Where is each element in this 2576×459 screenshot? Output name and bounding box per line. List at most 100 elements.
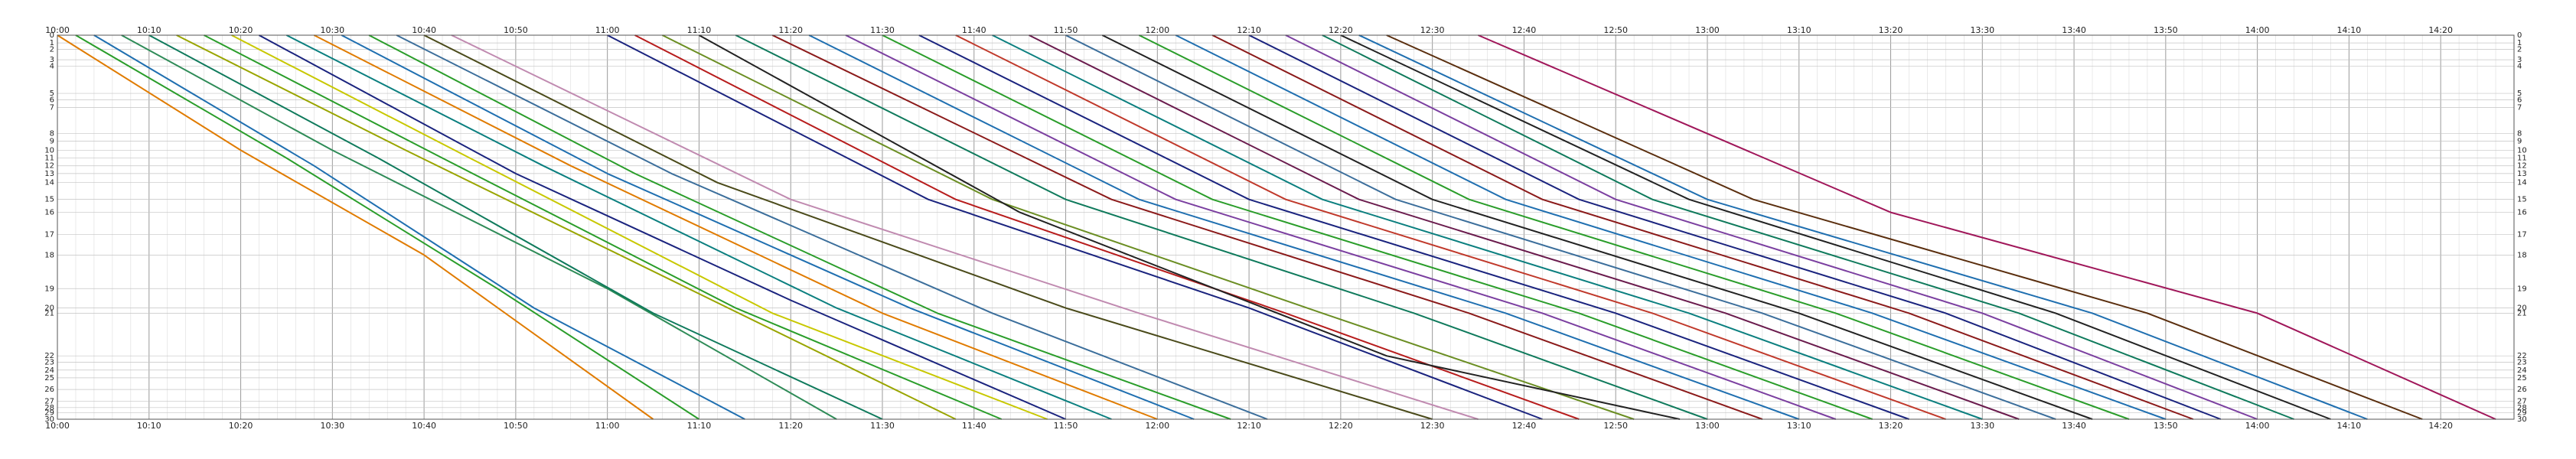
train-line [1248, 34, 2222, 420]
station-number-right: 17 [2517, 230, 2527, 239]
station-number-left: 2 [50, 46, 54, 54]
train-line [396, 34, 1268, 420]
station-number-right: 7 [2517, 104, 2522, 112]
train-line [57, 34, 654, 420]
station-number-left: 28 [44, 404, 54, 412]
station-number-right: 9 [2517, 138, 2522, 146]
station-number-left: 30 [44, 415, 54, 424]
time-tick-label-bottom: 13:50 [2154, 421, 2178, 431]
time-tick-label-bottom: 12:50 [1603, 421, 1628, 431]
station-number-left: 10 [44, 146, 54, 155]
station-number-right: 29 [2517, 409, 2527, 418]
station-number-left: 25 [44, 374, 54, 382]
train-line [1340, 34, 2331, 420]
station-number-left: 4 [50, 63, 54, 71]
train-line [313, 34, 1158, 420]
train-line [955, 34, 1946, 420]
time-tick-label-bottom: 12:00 [1145, 421, 1169, 431]
station-number-left: 18 [44, 251, 54, 259]
train-line [423, 34, 1433, 420]
time-tick-label-bottom: 11:10 [687, 421, 712, 431]
station-number-left: 22 [44, 352, 54, 360]
station-number-left: 20 [44, 304, 54, 313]
station-number-right: 18 [2517, 251, 2527, 259]
station-number-right: 22 [2517, 352, 2527, 360]
time-tick-label-bottom: 11:40 [962, 421, 986, 431]
train-line [771, 34, 1763, 420]
station-number-right: 21 [2517, 309, 2527, 317]
station-number-left: 23 [44, 359, 54, 367]
time-tick-label-top: 10:30 [320, 25, 344, 35]
train-line [368, 34, 1231, 420]
train-line [231, 34, 1048, 420]
time-tick-label-top: 13:40 [2062, 25, 2086, 35]
time-tick-label-bottom: 14:10 [2337, 421, 2362, 431]
time-tick-label-top: 11:40 [962, 25, 986, 35]
station-number-right: 16 [2517, 209, 2527, 217]
train-line [1101, 34, 2093, 420]
station-number-left: 29 [44, 409, 54, 418]
time-tick-label-bottom: 11:00 [595, 421, 620, 431]
station-number-left: 16 [44, 209, 54, 217]
train-line [204, 34, 1003, 420]
station-number-left: 0 [50, 31, 54, 40]
station-number-right: 13 [2517, 170, 2527, 178]
time-tick-label-top: 11:20 [778, 25, 803, 35]
time-tick-label-bottom: 14:00 [2245, 421, 2270, 431]
time-tick-label-bottom: 13:40 [2062, 421, 2086, 431]
time-tick-label-top: 12:10 [1237, 25, 1261, 35]
train-line [1386, 34, 2423, 420]
station-number-right: 1 [2517, 39, 2522, 47]
station-number-left: 13 [44, 170, 54, 178]
station-number-right: 2 [2517, 46, 2522, 54]
station-number-left: 19 [44, 285, 54, 293]
grid [57, 34, 2515, 420]
train-line [607, 34, 1543, 420]
station-number-left: 15 [44, 196, 54, 204]
station-number-left: 6 [50, 96, 54, 105]
time-tick-label-bottom: 10:40 [412, 421, 436, 431]
station-number-left: 21 [44, 309, 54, 317]
train-lines [57, 34, 2496, 420]
time-tick-label-top: 14:20 [2428, 25, 2453, 35]
station-number-right: 10 [2517, 146, 2527, 155]
time-tick-label-bottom: 10:50 [504, 421, 528, 431]
station-number-right: 30 [2517, 415, 2527, 424]
train-line [882, 34, 1873, 420]
station-number-left: 8 [50, 129, 54, 138]
time-tick-label-top: 14:00 [2245, 25, 2270, 35]
train-line [735, 34, 1708, 420]
train-line [1138, 34, 2130, 420]
time-tick-label-top: 14:10 [2337, 25, 2362, 35]
time-tick-label-bottom: 13:20 [1879, 421, 1903, 431]
time-tick-label-top: 13:50 [2154, 25, 2178, 35]
station-number-right: 19 [2517, 285, 2527, 293]
time-tick-label-bottom: 11:20 [778, 421, 803, 431]
time-tick-label-bottom: 11:30 [870, 421, 895, 431]
station-number-left: 26 [44, 386, 54, 394]
train-line [176, 34, 957, 420]
train-line [121, 34, 837, 420]
time-tick-label-top: 11:30 [870, 25, 895, 35]
station-number-right: 12 [2517, 162, 2527, 171]
train-line [285, 34, 1112, 420]
train-line [93, 34, 745, 420]
train-line [698, 34, 1681, 420]
train-line [845, 34, 1837, 420]
time-tick-label-bottom: 12:40 [1512, 421, 1537, 431]
station-number-right: 27 [2517, 397, 2527, 405]
time-tick-label-top: 10:50 [504, 25, 528, 35]
time-tick-label-top: 12:30 [1420, 25, 1445, 35]
time-tick-label-bottom: 13:30 [1970, 421, 1994, 431]
station-number-left: 17 [44, 230, 54, 239]
station-number-right: 28 [2517, 404, 2527, 412]
time-axis: 10:00 10:00 10:10 10:10 10:20 10:20 10:30 10:30… [45, 25, 2453, 431]
station-number-right: 6 [2517, 96, 2522, 105]
time-tick-label-top: 13:30 [1970, 25, 1994, 35]
station-number-right: 3 [2517, 56, 2522, 64]
train-line [1322, 34, 2294, 420]
time-tick-label-top: 13:00 [1695, 25, 1720, 35]
time-tick-label-top: 10:00 [45, 25, 70, 35]
station-number-left: 3 [50, 56, 54, 64]
